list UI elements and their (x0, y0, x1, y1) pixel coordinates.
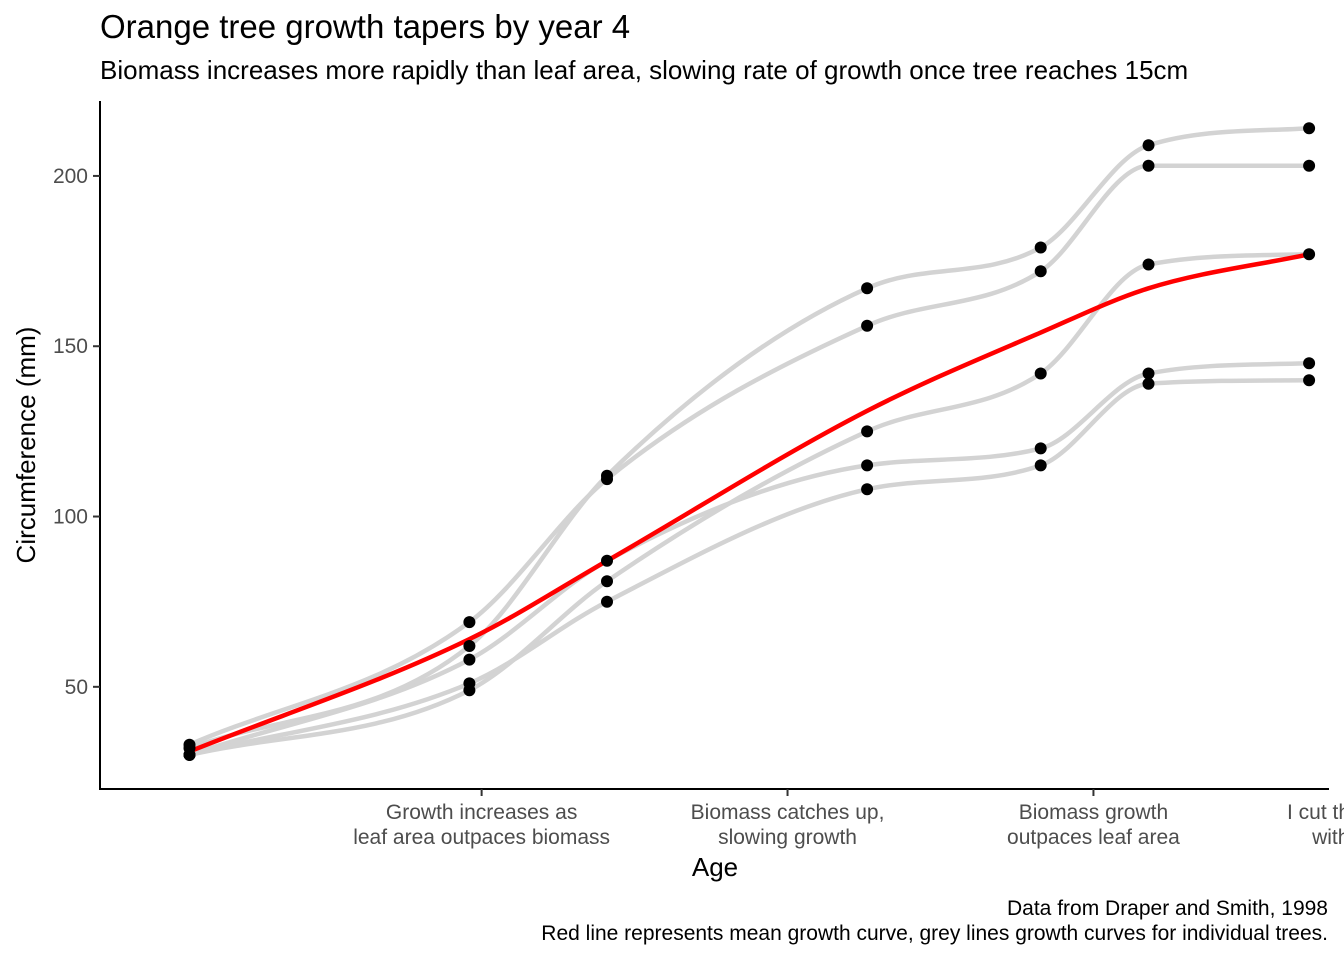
y-tick-label: 100 (53, 506, 88, 529)
tree-curve-4 (187, 125, 1312, 751)
data-point (463, 616, 476, 629)
data-point (1142, 367, 1155, 380)
mean-curve (187, 252, 1312, 754)
data-point (601, 595, 613, 608)
chart-subtitle: Biomass increases more rapidly than leaf… (100, 55, 1188, 85)
data-point (183, 748, 196, 761)
y-tick-label: 50 (65, 676, 88, 699)
data-point (1034, 442, 1047, 455)
data-point (601, 554, 613, 567)
data-point (601, 575, 613, 588)
y-tick-label: 150 (53, 335, 88, 358)
data-point (1034, 265, 1047, 278)
tree-curve-2 (187, 163, 1312, 747)
x-tick-label: I cut them down (1287, 801, 1344, 824)
x-axis-title: Age (692, 852, 738, 882)
tree-curve-5 (187, 252, 1312, 758)
y-axis-ticks: 50 100 150 200 (53, 165, 100, 699)
tree-growth-curves (187, 125, 1312, 758)
y-axis-title: Circumference (mm) (11, 327, 41, 564)
chart-title: Orange tree growth tapers by year 4 (100, 8, 630, 45)
x-tick-label: slowing growth (718, 826, 857, 849)
data-point (861, 425, 874, 438)
data-point (1303, 248, 1316, 261)
data-point (861, 282, 874, 295)
mean-growth-curve (187, 252, 1312, 754)
data-point (463, 653, 476, 666)
data-point (1034, 241, 1047, 254)
data-point (1303, 159, 1316, 172)
x-tick-label: leaf area outpaces biomass (353, 826, 610, 849)
x-tick-label: outpaces leaf area (1007, 826, 1180, 849)
data-point (463, 640, 476, 652)
data-point (463, 684, 476, 697)
caption-line-2: Red line represents mean growth curve, g… (541, 922, 1328, 945)
data-point (861, 319, 874, 332)
data-point (861, 483, 874, 496)
data-point (1142, 258, 1155, 271)
data-point (1303, 122, 1316, 135)
data-point (1034, 459, 1047, 472)
x-tick-label: Biomass catches up, (691, 801, 885, 824)
data-point (1303, 374, 1316, 387)
data-point (1142, 377, 1155, 390)
x-tick-label: with a saw (1311, 826, 1344, 849)
x-tick-label: Biomass growth (1019, 801, 1168, 824)
data-points (183, 122, 1316, 761)
data-point (1142, 159, 1155, 172)
data-point (861, 459, 874, 472)
tree-curve-3 (187, 378, 1312, 758)
tree-curve-1 (187, 361, 1312, 758)
data-point (1142, 139, 1155, 152)
y-tick-label: 200 (53, 165, 88, 188)
data-point (1034, 367, 1047, 380)
x-tick-label: Growth increases as (386, 801, 577, 824)
data-point (601, 469, 613, 482)
caption-line-1: Data from Draper and Smith, 1998 (1007, 897, 1328, 920)
data-point (1303, 357, 1316, 370)
